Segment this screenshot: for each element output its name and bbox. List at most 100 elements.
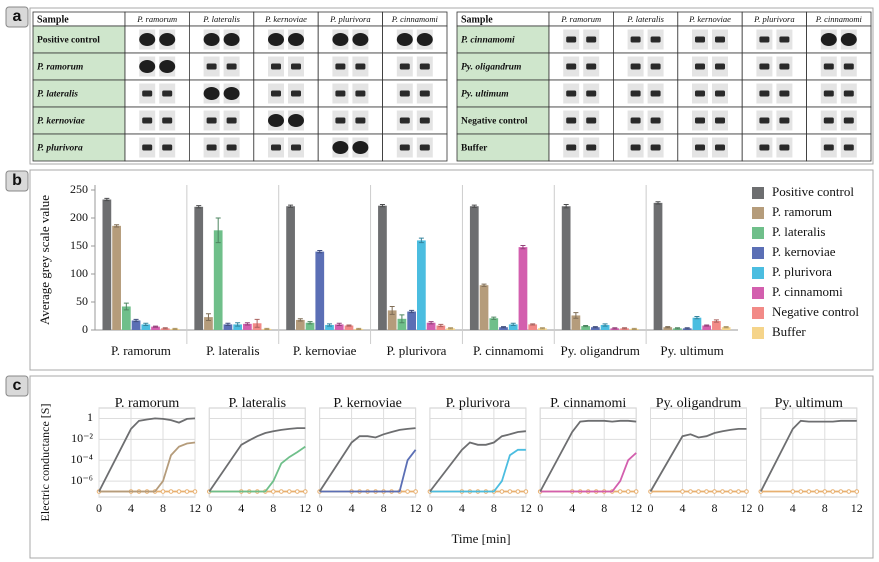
blot: [844, 145, 854, 151]
legend-label: Buffer: [772, 324, 806, 339]
blot: [420, 91, 430, 97]
marker: [689, 490, 693, 494]
blot: [227, 118, 237, 124]
blot-cell: [318, 134, 382, 161]
blot: [335, 91, 345, 97]
legend-swatch: [752, 267, 764, 279]
blot-cell: [678, 80, 742, 107]
marker: [855, 490, 859, 494]
x-tick-label: 0: [758, 501, 764, 515]
marker: [626, 490, 630, 494]
marker: [524, 490, 528, 494]
header-label: P. lateralis: [202, 14, 240, 24]
blot: [566, 91, 576, 97]
blot: [335, 64, 345, 70]
x-tick-label: 12: [189, 501, 201, 515]
blot-cell: [613, 134, 677, 161]
blot: [695, 64, 705, 70]
y-tick-label: 1: [87, 410, 93, 424]
header-label: P. ramorum: [560, 14, 601, 24]
blot-cell: [254, 134, 318, 161]
blot: [224, 87, 240, 100]
blot: [142, 118, 152, 124]
blot: [651, 37, 661, 43]
row-label: P. cinnamomi: [461, 36, 515, 46]
blot-cell: [254, 107, 318, 134]
blot: [355, 118, 365, 124]
blot: [271, 145, 281, 151]
x-tick-label: 12: [851, 501, 863, 515]
x-axis-label: Time [min]: [451, 531, 510, 546]
blot: [291, 91, 301, 97]
blot: [695, 37, 705, 43]
blot: [352, 33, 368, 46]
x-tick-label: 8: [381, 501, 387, 515]
blot: [844, 118, 854, 124]
blot: [651, 64, 661, 70]
blot: [715, 64, 725, 70]
blot-cell: [549, 80, 613, 107]
blot-cell: [807, 107, 871, 134]
x-tick-label: Py. oligandrum: [561, 343, 640, 358]
blot: [139, 33, 155, 46]
header-label: P. cinnamomi: [815, 14, 863, 24]
x-tick-label: P. kernoviae: [293, 343, 357, 358]
blot: [400, 145, 410, 151]
chart-title: Py. oligandrum: [656, 396, 742, 411]
blot-cell: [189, 26, 253, 53]
blot-cell: [742, 80, 806, 107]
blot: [759, 145, 769, 151]
marker: [831, 490, 835, 494]
row-label: Negative control: [461, 117, 528, 127]
blot-cell: [678, 107, 742, 134]
blot-cell: [807, 80, 871, 107]
legend-swatch: [752, 227, 764, 239]
panel-label: a: [13, 8, 22, 25]
row-label: Positive control: [37, 36, 100, 46]
plot-frame: [209, 408, 305, 497]
chart-title: P. ramorum: [115, 396, 180, 411]
blot-cell: [254, 26, 318, 53]
x-tick-label: 0: [206, 501, 212, 515]
marker: [815, 490, 819, 494]
marker: [721, 490, 725, 494]
x-tick-label: 8: [270, 501, 276, 515]
blot: [844, 91, 854, 97]
blot: [159, 33, 175, 46]
marker: [634, 490, 638, 494]
x-tick-label: 4: [238, 501, 244, 515]
blot-cell: [678, 53, 742, 80]
x-tick-label: 12: [741, 501, 753, 515]
chart-title: P. lateralis: [229, 396, 287, 411]
blot-cell: [742, 53, 806, 80]
bar: [378, 206, 387, 330]
blot: [631, 145, 641, 151]
legend-swatch: [752, 287, 764, 299]
x-tick-label: 0: [537, 501, 543, 515]
bar: [489, 318, 498, 330]
marker: [169, 490, 173, 494]
bar: [693, 318, 702, 330]
marker: [681, 490, 685, 494]
blot: [715, 91, 725, 97]
marker: [406, 490, 410, 494]
bar: [103, 200, 112, 330]
marker: [161, 490, 165, 494]
marker: [618, 490, 622, 494]
blot: [271, 91, 281, 97]
blot: [355, 91, 365, 97]
y-tick-label: 100: [70, 266, 88, 280]
blot: [779, 64, 789, 70]
legend-label: P. lateralis: [772, 224, 825, 239]
blot: [695, 91, 705, 97]
marker: [500, 490, 504, 494]
blot-cell: [549, 134, 613, 161]
x-tick-label: 0: [317, 501, 323, 515]
blot-cell: [807, 53, 871, 80]
plot-frame: [651, 408, 747, 497]
marker: [288, 490, 292, 494]
chart-title: P. plurivora: [446, 396, 511, 411]
bar: [194, 207, 203, 330]
blot-cell: [254, 53, 318, 80]
y-tick-label: 200: [70, 210, 88, 224]
